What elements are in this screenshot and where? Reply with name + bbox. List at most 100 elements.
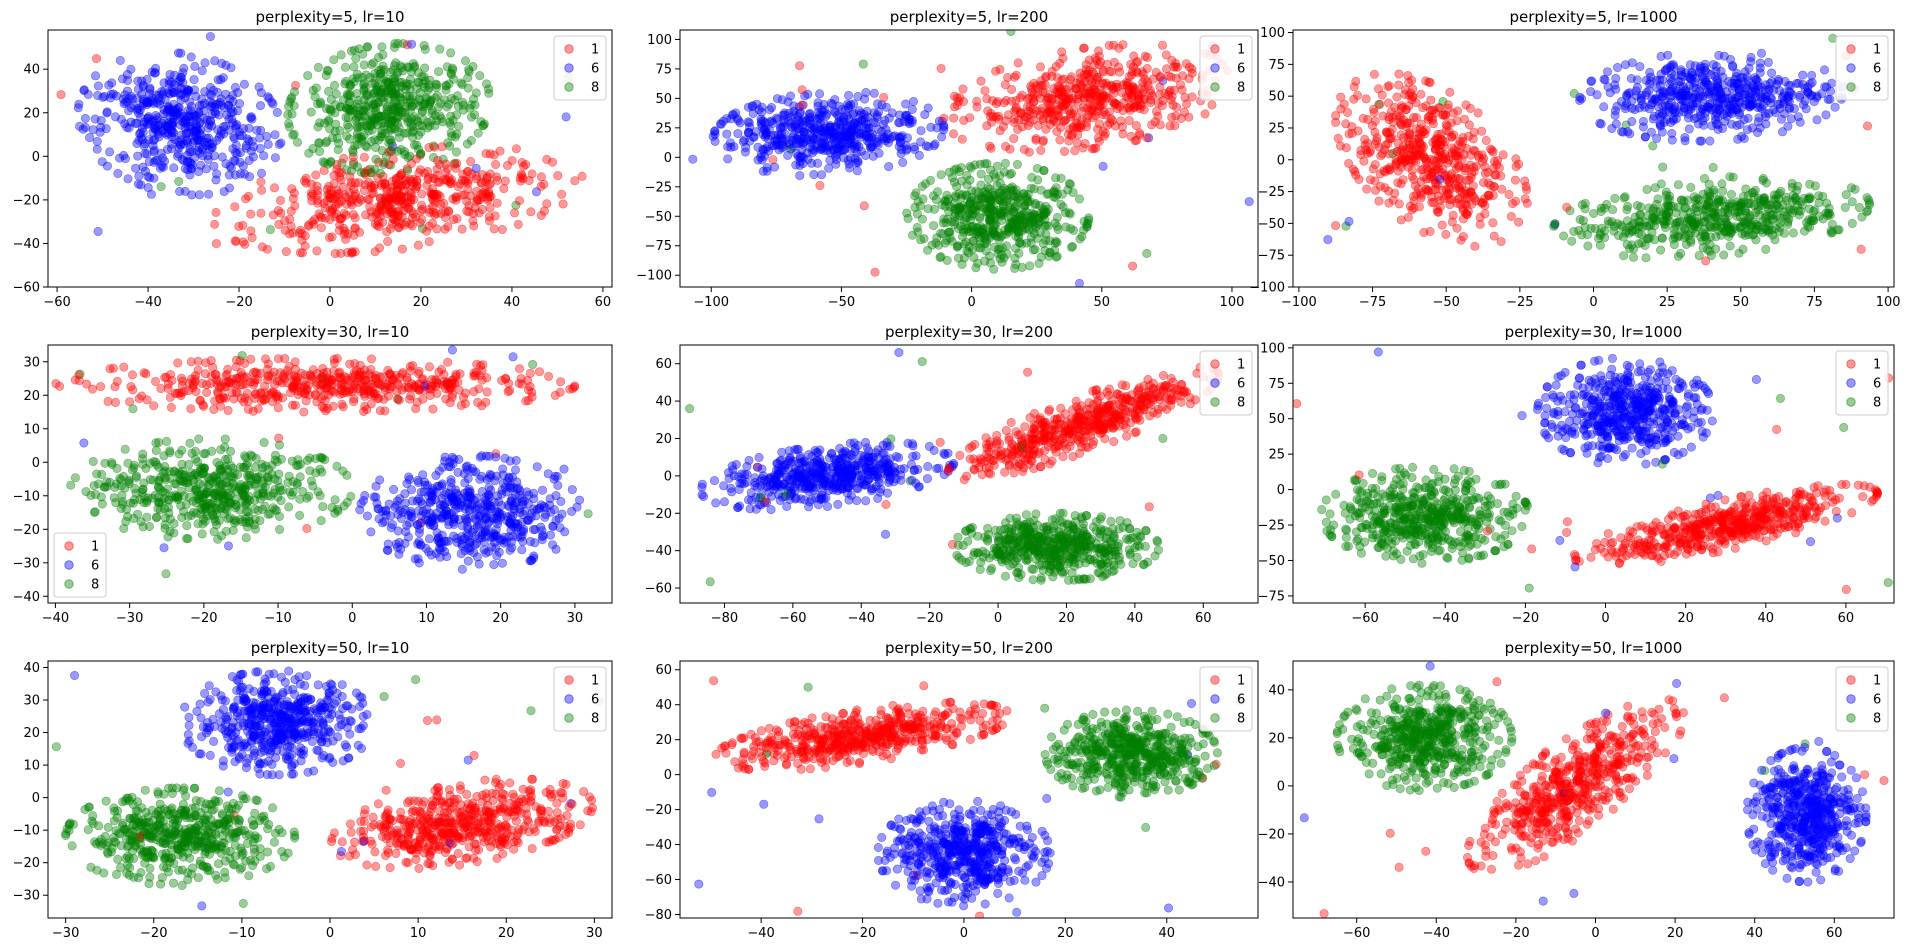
point-class-6 — [1727, 119, 1737, 129]
point-class-1 — [426, 189, 436, 199]
point-class-8 — [366, 168, 376, 178]
point-class-1 — [1404, 101, 1414, 111]
point-class-6 — [751, 127, 761, 137]
point-class-1 — [1381, 140, 1391, 150]
point-class-6 — [142, 97, 152, 107]
point-class-6 — [937, 132, 947, 142]
point-class-8 — [359, 60, 369, 70]
point-class-1 — [982, 94, 992, 104]
point-class-1 — [1169, 62, 1179, 72]
point-class-1 — [1467, 169, 1477, 179]
point-class-8 — [332, 133, 342, 143]
point-class-8 — [427, 105, 437, 115]
point-class-1 — [939, 113, 949, 123]
point-class-1 — [1331, 221, 1341, 231]
point-class-6 — [762, 166, 772, 176]
point-class-6 — [1714, 50, 1724, 60]
point-class-6 — [874, 107, 884, 117]
point-class-6 — [190, 85, 200, 95]
point-class-8 — [959, 227, 969, 237]
point-class-8 — [1019, 189, 1029, 199]
point-class-1 — [980, 86, 990, 96]
point-class-8 — [372, 85, 382, 95]
point-class-6 — [183, 122, 193, 132]
point-class-6 — [131, 163, 141, 173]
point-class-6 — [153, 129, 163, 139]
point-class-6 — [120, 90, 130, 100]
point-class-1 — [1453, 174, 1463, 184]
x-tick-label: −25 — [1506, 295, 1533, 310]
point-class-1 — [1155, 82, 1165, 92]
point-class-6 — [230, 170, 240, 180]
point-class-1 — [335, 172, 345, 182]
point-class-1 — [1351, 170, 1361, 180]
point-class-6 — [203, 155, 213, 165]
point-class-8 — [989, 191, 999, 201]
point-class-8 — [1747, 222, 1757, 232]
point-class-1 — [1054, 88, 1064, 98]
point-class-8 — [1051, 173, 1061, 183]
x-tick-label: 0 — [326, 295, 334, 310]
point-class-6 — [869, 88, 879, 98]
point-class-1 — [492, 198, 502, 208]
point-class-8 — [435, 111, 445, 121]
point-class-6 — [881, 102, 891, 112]
point-class-6 — [142, 75, 152, 85]
point-class-1 — [345, 172, 355, 182]
point-class-6 — [214, 132, 224, 142]
point-class-8 — [1648, 141, 1658, 151]
point-class-8 — [1567, 236, 1577, 246]
point-class-1 — [443, 206, 453, 216]
point-class-1 — [307, 179, 317, 189]
point-class-6 — [179, 63, 189, 73]
point-class-1 — [1382, 127, 1392, 137]
point-class-6 — [752, 99, 762, 109]
point-class-1 — [485, 203, 495, 213]
point-class-1 — [336, 214, 346, 224]
subplot-3: perplexity=5, lr=1000−100 −75 −50 −25 0 25 50 7… — [1249, 8, 1900, 310]
point-class-1 — [976, 76, 986, 86]
y-tick-label: −40 — [13, 237, 40, 252]
x-tick-label: 50 — [1094, 295, 1111, 310]
point-class-1 — [1167, 112, 1177, 122]
point-class-1 — [1362, 184, 1372, 194]
point-class-1 — [485, 169, 495, 179]
point-class-6 — [96, 122, 106, 132]
point-class-6 — [168, 117, 178, 127]
point-class-8 — [430, 121, 440, 131]
point-class-8 — [1043, 204, 1053, 214]
x-tick-label: −50 — [828, 295, 855, 310]
point-class-6 — [167, 144, 177, 154]
point-class-1 — [393, 211, 403, 221]
point-class-1 — [1394, 69, 1404, 79]
point-class-8 — [287, 92, 297, 102]
point-class-8 — [393, 112, 403, 122]
point-class-6 — [860, 94, 870, 104]
point-class-1 — [1052, 100, 1062, 110]
point-class-8 — [935, 252, 945, 262]
point-class-6 — [795, 160, 805, 170]
point-class-1 — [443, 222, 453, 232]
point-class-8 — [1706, 213, 1716, 223]
point-class-1 — [502, 160, 512, 170]
point-class-6 — [217, 100, 227, 110]
point-class-1 — [1460, 163, 1470, 173]
point-class-8 — [402, 128, 412, 138]
point-class-1 — [1336, 141, 1346, 151]
point-class-1 — [313, 198, 323, 208]
point-class-1 — [330, 249, 340, 259]
legend-marker — [1846, 82, 1856, 92]
point-class-8 — [1035, 227, 1045, 237]
x-tick-label: 100 — [1876, 295, 1901, 310]
point-class-8 — [454, 121, 464, 131]
point-class-6 — [1751, 85, 1761, 95]
point-class-1 — [257, 242, 267, 252]
point-class-8 — [1041, 220, 1051, 230]
point-class-6 — [1716, 66, 1726, 76]
point-class-6 — [853, 118, 863, 128]
point-class-8 — [1028, 211, 1038, 221]
point-class-6 — [1737, 102, 1747, 112]
point-class-6 — [159, 543, 169, 553]
point-class-8 — [419, 82, 429, 92]
y-tick-label: −25 — [645, 180, 672, 195]
